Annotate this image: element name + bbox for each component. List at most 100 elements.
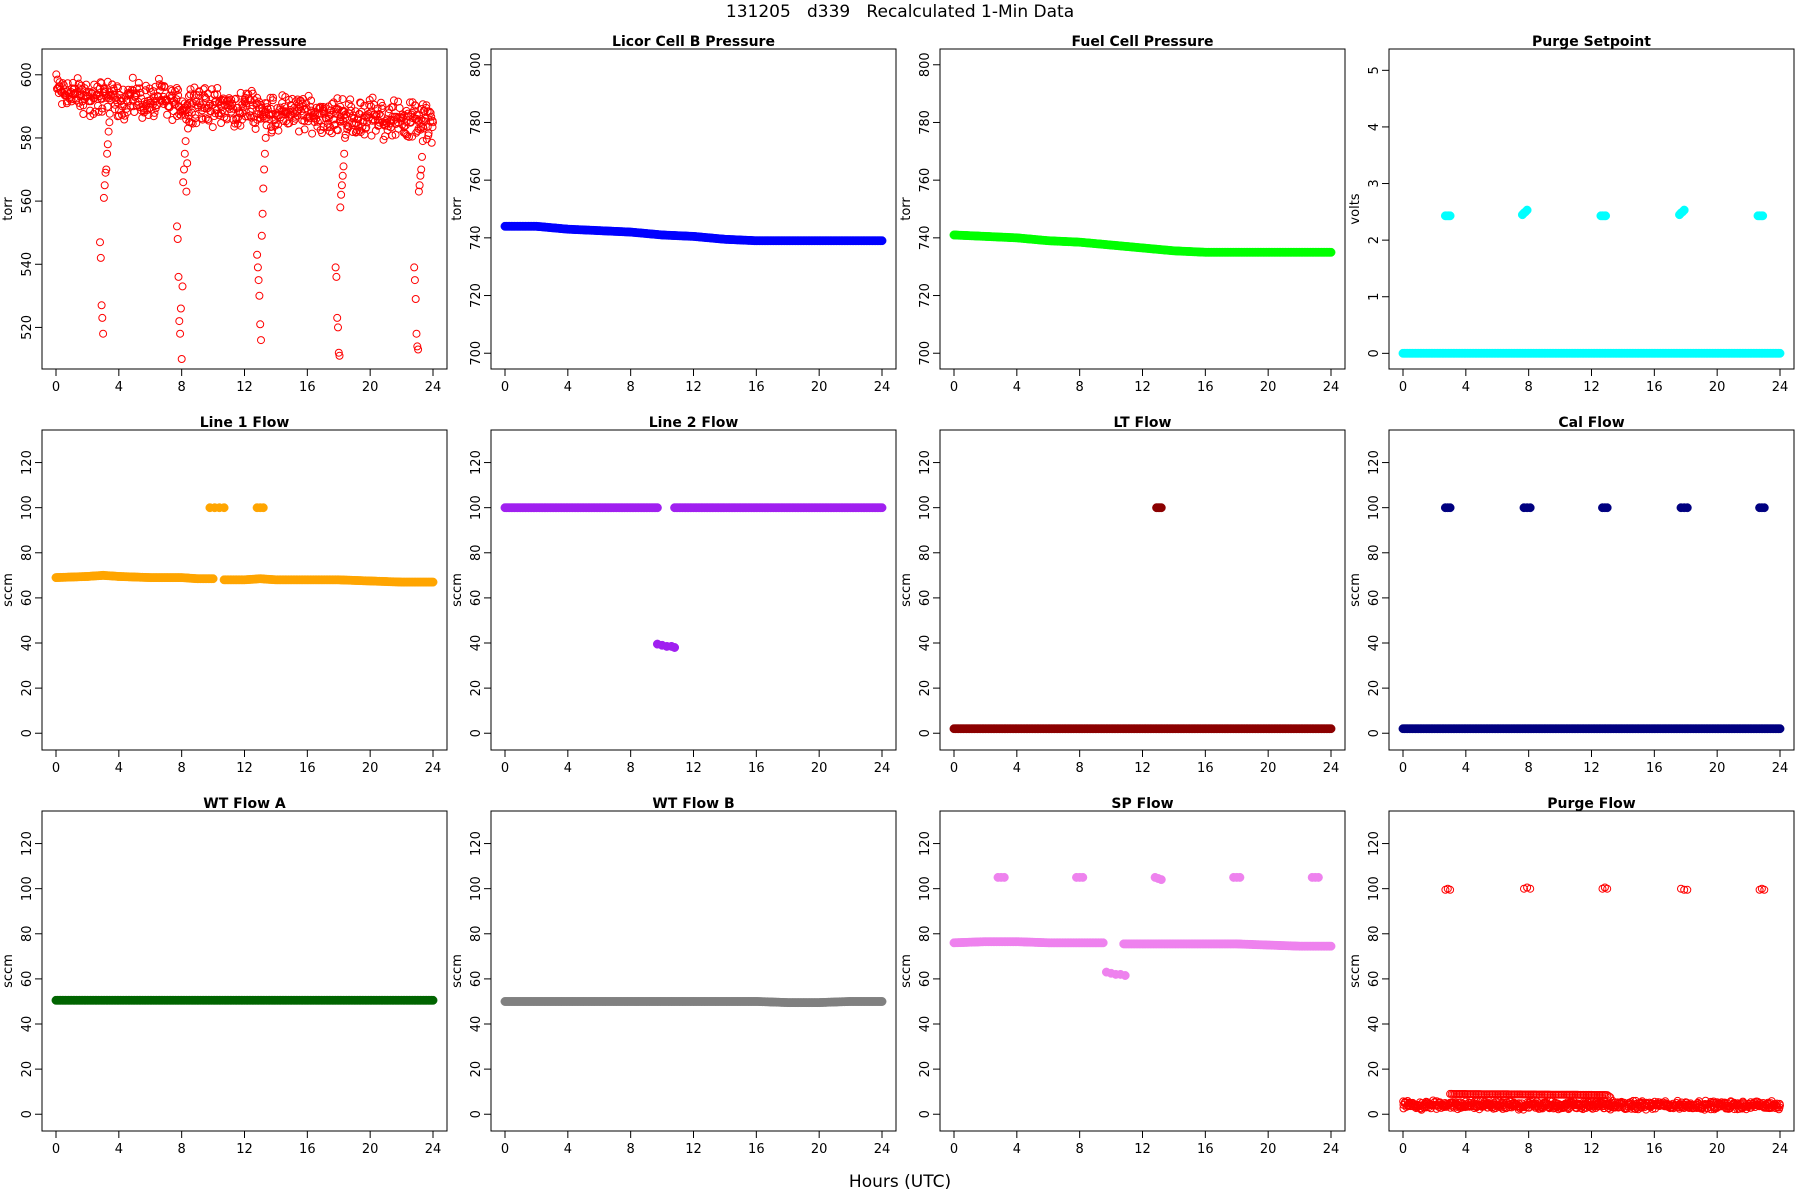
y-tick-label: 0 xyxy=(469,1110,484,1118)
data-point xyxy=(257,231,266,240)
y-tick-label: 60 xyxy=(469,971,484,988)
data-point xyxy=(1679,205,1689,215)
data-point xyxy=(1525,503,1535,513)
panel-10: SP Flow sccm 0 4 8 12 16 20 24 0 20 40 60 80 100 120 xyxy=(899,796,1346,1157)
data-point xyxy=(400,123,409,131)
data-point xyxy=(253,93,262,102)
x-tick-label: 0 xyxy=(950,761,958,776)
data-point xyxy=(179,178,188,187)
panel-title: Licor Cell B Pressure xyxy=(612,34,775,50)
series-0 xyxy=(51,570,218,584)
data-point xyxy=(274,126,283,135)
data-point xyxy=(422,101,431,110)
series-0 xyxy=(500,997,887,1008)
panel-title: Fuel Cell Pressure xyxy=(1072,34,1214,50)
data-point xyxy=(69,78,77,87)
data-point xyxy=(415,181,424,190)
panel-4: Line 1 Flow sccm 0 4 8 12 16 20 24 0 20 40 60 80 100 12… xyxy=(1,415,448,776)
x-tick-label: 8 xyxy=(627,1142,635,1157)
plot-frame xyxy=(490,810,897,1132)
series-3 xyxy=(1596,211,1611,221)
data-point xyxy=(341,130,350,139)
data-point xyxy=(298,99,307,108)
x-tick-label: 16 xyxy=(1646,1142,1663,1157)
data-point xyxy=(428,995,438,1005)
data-point xyxy=(352,127,361,136)
x-tick-label: 16 xyxy=(299,380,316,395)
series-1 xyxy=(1440,211,1455,221)
y-tick-label: 20 xyxy=(918,680,933,697)
data-point xyxy=(1120,971,1130,980)
data-point xyxy=(202,94,211,103)
data-point xyxy=(287,101,296,110)
data-point xyxy=(258,503,268,513)
data-point xyxy=(378,101,387,110)
x-tick-label: 20 xyxy=(811,380,828,395)
y-tick-label: 20 xyxy=(469,1061,484,1078)
panel-title: WT Flow B xyxy=(652,796,734,812)
x-tick-label: 24 xyxy=(874,761,891,776)
data-point xyxy=(335,351,344,360)
data-point xyxy=(364,109,373,118)
x-tick-label: 24 xyxy=(1772,380,1789,395)
x-tick-label: 8 xyxy=(627,761,635,776)
plot-frame xyxy=(1388,48,1795,370)
data-point xyxy=(154,74,163,83)
data-point xyxy=(105,109,114,118)
data-point xyxy=(1758,211,1768,221)
x-tick-label: 0 xyxy=(1399,1142,1407,1157)
x-tick-label: 20 xyxy=(1260,761,1277,776)
x-tick-label: 24 xyxy=(874,380,891,395)
panel-title: LT Flow xyxy=(1114,415,1172,431)
data-point xyxy=(295,127,303,136)
data-point xyxy=(248,104,257,113)
panel-title: Purge Setpoint xyxy=(1532,34,1651,50)
series-5 xyxy=(410,124,428,354)
data-point xyxy=(266,93,275,102)
y-tick-label: 560 xyxy=(20,189,35,214)
data-point xyxy=(1603,884,1612,893)
data-point xyxy=(324,114,333,123)
x-tick-label: 12 xyxy=(1134,761,1151,776)
data-point xyxy=(367,131,376,140)
y-tick-label: 780 xyxy=(918,110,933,135)
data-point xyxy=(141,86,150,95)
y-axis-label: sccm xyxy=(1348,573,1363,607)
data-point xyxy=(128,73,137,82)
data-point xyxy=(210,98,219,107)
x-tick-label: 0 xyxy=(52,1142,60,1157)
x-tick-label: 16 xyxy=(748,1142,765,1157)
x-tick-label: 20 xyxy=(362,380,379,395)
y-tick-label: 720 xyxy=(469,283,484,308)
y-tick-label: 20 xyxy=(20,680,35,697)
x-tick-label: 4 xyxy=(115,761,123,776)
y-axis-label: sccm xyxy=(1,573,16,607)
x-tick-label: 24 xyxy=(425,1142,442,1157)
panel-title: Line 1 Flow xyxy=(200,415,290,431)
data-point xyxy=(1775,348,1785,358)
y-tick-label: 20 xyxy=(20,1061,35,1078)
x-tick-label: 16 xyxy=(299,761,316,776)
data-point xyxy=(375,109,384,118)
x-tick-label: 8 xyxy=(1076,761,1084,776)
data-point xyxy=(266,104,275,113)
x-tick-label: 20 xyxy=(811,1142,828,1157)
data-point xyxy=(193,101,202,110)
x-tick-label: 8 xyxy=(1076,380,1084,395)
y-tick-label: 0 xyxy=(1367,349,1382,357)
y-tick-label: 20 xyxy=(1367,1061,1382,1078)
x-tick-label: 24 xyxy=(425,380,442,395)
data-point xyxy=(110,105,119,114)
data-point xyxy=(174,91,183,100)
data-point xyxy=(429,118,437,127)
data-point xyxy=(110,100,119,109)
plot-frame xyxy=(1388,810,1795,1132)
data-point xyxy=(99,193,108,202)
data-point xyxy=(103,140,112,149)
series-3 xyxy=(993,872,1009,882)
data-point xyxy=(1446,885,1455,894)
y-tick-label: 40 xyxy=(918,635,933,652)
data-point xyxy=(126,101,135,110)
x-tick-label: 4 xyxy=(1462,1142,1470,1157)
